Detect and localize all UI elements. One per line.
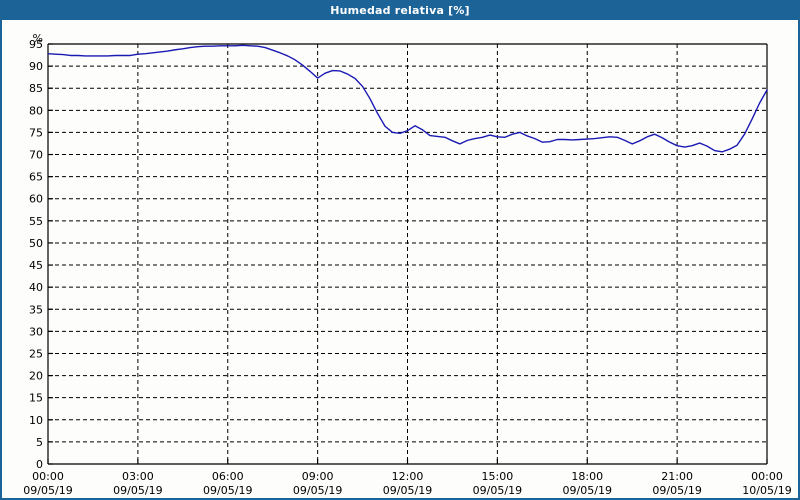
series-line-humedad-relativa [47,44,768,153]
y-axis-unit-label: % [33,32,43,45]
y-tick-label: 10 [29,414,43,427]
x-tick-time-label: 03:00 [122,470,154,483]
x-tick-time-label: 00:00 [751,470,783,483]
y-tick-label: 75 [29,126,43,139]
x-tick-date-label: 09/05/19 [652,484,701,497]
y-tick-label: 80 [29,104,43,117]
data-series-group [47,44,768,153]
y-tick-label: 90 [29,60,43,73]
axis-frame [47,43,768,465]
gridlines [48,43,767,464]
x-tick-date-label: 09/05/19 [203,484,252,497]
x-tick-time-label: 12:00 [392,470,424,483]
y-tick-label: 25 [29,347,43,360]
y-tick-label: 30 [29,325,43,338]
x-tick-date-label: 10/05/19 [742,484,791,497]
y-tick-label: 15 [29,392,43,405]
y-tick-label: 55 [29,215,43,228]
x-tick-date-label: 09/05/19 [293,484,342,497]
x-tick-time-label: 15:00 [482,470,514,483]
y-tick-label: 50 [29,237,43,250]
x-tick-date-label: 09/05/19 [23,484,72,497]
y-tick-label: 45 [29,259,43,272]
x-tick-time-label: 00:00 [32,470,64,483]
y-tick-label: 0 [36,458,43,471]
y-tick-label: 35 [29,303,43,316]
x-tick-date-label: 09/05/19 [113,484,162,497]
y-tick-label: 95 [29,38,43,51]
x-tick-time-label: 18:00 [571,470,603,483]
x-tick-date-label: 09/05/19 [473,484,522,497]
y-tick-label: 70 [29,149,43,162]
page-title: Humedad relativa [%] [330,4,470,17]
chart-canvas: 95 90 85 80 75 70 65 60 55 50 45 40 35 30 25 20 15 10 5 0 0… [2,20,798,498]
y-tick-label: 20 [29,370,43,383]
x-tick-date-label: 09/05/19 [563,484,612,497]
x-tick-time-label: 06:00 [212,470,244,483]
y-tick-label: 85 [29,82,43,95]
x-tick-time-label: 09:00 [302,470,334,483]
x-axis-ticks: 00:0009/05/1903:0009/05/1906:0009/05/190… [23,459,792,497]
y-tick-label: 60 [29,193,43,206]
y-tick-label: 40 [29,281,43,294]
window-title-bar: Humedad relativa [%] [2,2,798,20]
y-tick-label: 65 [29,171,43,184]
y-tick-label: 5 [36,436,43,449]
x-tick-time-label: 21:00 [661,470,693,483]
x-tick-date-label: 09/05/19 [383,484,432,497]
